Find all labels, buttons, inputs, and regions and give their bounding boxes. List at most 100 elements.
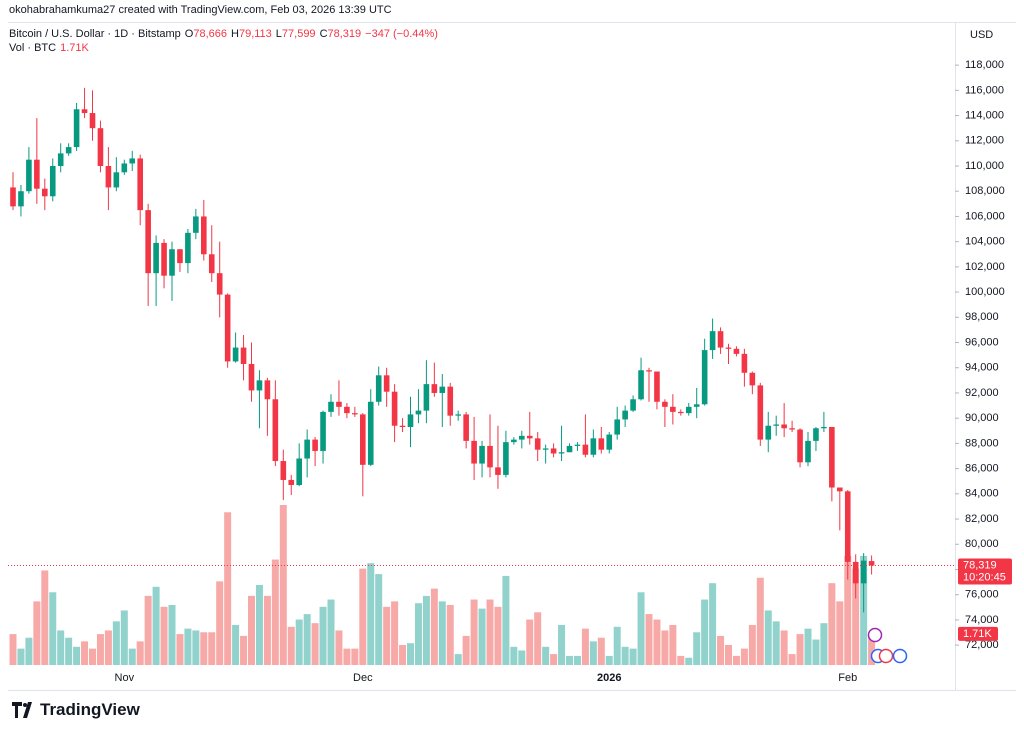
volume-bar (407, 643, 414, 665)
candle-body (65, 147, 72, 154)
candle-body (153, 242, 159, 274)
last-price-text: 78,319 (963, 559, 997, 571)
volume-bar (430, 588, 438, 665)
candle-body (662, 401, 668, 407)
volume-bar (502, 575, 510, 665)
volume-bar (327, 599, 335, 665)
volume-bar (232, 625, 240, 665)
volume-bar (263, 595, 271, 665)
candle-body (566, 445, 573, 453)
volume-bar (41, 570, 49, 665)
y-tick-label: 84,000 (965, 488, 999, 500)
y-tick-label: 118,000 (965, 59, 1004, 71)
y-tick-label: 108,000 (965, 185, 1005, 197)
candle-body (701, 350, 708, 405)
candle-body (399, 425, 406, 427)
candle-body (598, 438, 605, 450)
volume-bar (454, 654, 462, 665)
candle-body (821, 427, 827, 429)
volume-bar (89, 648, 96, 665)
volume-bar (57, 630, 65, 665)
candle-body (813, 428, 819, 441)
candle-body (463, 414, 469, 441)
candle-body (216, 273, 223, 295)
candle-body (717, 331, 724, 348)
candle-body (89, 113, 96, 129)
candle-body (312, 439, 318, 451)
candle-body (34, 159, 40, 189)
volume-bar (271, 559, 279, 665)
change: −347 (−0.44%) (365, 28, 438, 40)
candle-body (97, 128, 104, 166)
candle-body (606, 434, 613, 450)
candle-body (177, 249, 183, 264)
candle-body (161, 242, 167, 276)
volume-bar (764, 610, 772, 665)
candle-body (542, 448, 549, 450)
candle-body (725, 347, 732, 349)
candle-body (42, 188, 48, 197)
candle-body (272, 399, 279, 462)
volume-bar (629, 648, 637, 665)
candle-body (868, 561, 875, 566)
volume-bar (438, 601, 446, 665)
event-icon (867, 627, 883, 643)
candle-body (201, 216, 207, 255)
candle-body (383, 375, 390, 392)
logo-icon (12, 702, 32, 718)
y-tick-label: 96,000 (965, 336, 999, 348)
currency-label: USD (970, 29, 993, 41)
ohlc-value: 78,319 (327, 28, 362, 40)
volume-bar (303, 614, 311, 665)
volume-bar (224, 512, 232, 665)
volume-bar (160, 606, 168, 665)
volume-bar (375, 574, 383, 665)
volume-bar (96, 634, 104, 665)
candle-body (511, 439, 517, 443)
volume-bar (653, 619, 661, 665)
candle-body (232, 347, 239, 362)
volume-bar (112, 621, 120, 665)
candle-body (73, 109, 80, 148)
candle-body (503, 442, 509, 475)
candle-body (208, 254, 215, 274)
volume-bar (311, 623, 319, 665)
ohlc-key: C (319, 28, 328, 40)
y-tick-label: 76,000 (965, 589, 999, 601)
volume-bar (200, 632, 208, 665)
ohlc-value: 77,599 (281, 28, 316, 40)
y-tick-label: 110,000 (965, 160, 1004, 172)
volume-bar (176, 634, 184, 665)
volume-bar (359, 568, 367, 665)
volume-bar (49, 592, 57, 665)
volume-bar (804, 628, 812, 665)
volume-bar (152, 586, 160, 665)
volume-bar (868, 633, 876, 665)
volume-bar (367, 563, 375, 665)
y-tick-label: 98,000 (965, 311, 999, 323)
volume-bar (17, 648, 25, 665)
volume-bar (414, 603, 422, 665)
candle-body (391, 391, 398, 426)
ohlc-value: 78,666 (193, 28, 227, 40)
candle-body (256, 380, 263, 391)
volume-bar (550, 654, 558, 665)
volume-bar (494, 606, 502, 665)
candle-body (526, 435, 533, 439)
y-tick-label: 92,000 (965, 387, 999, 399)
candle-body (614, 419, 620, 435)
candle-body (654, 371, 660, 402)
candle-body (304, 439, 310, 459)
candle-body (129, 158, 136, 164)
volume-tag (958, 626, 998, 641)
volume-bar (319, 606, 327, 665)
volume-bar (422, 595, 430, 665)
volume-bar (566, 655, 573, 665)
y-tick-label: 90,000 (965, 412, 999, 424)
ohlc-item: C78,319 (320, 28, 362, 40)
candle-body (439, 386, 446, 393)
volume-bar (613, 626, 621, 665)
y-tick-label: 82,000 (965, 513, 999, 525)
volume-bar (510, 646, 518, 665)
